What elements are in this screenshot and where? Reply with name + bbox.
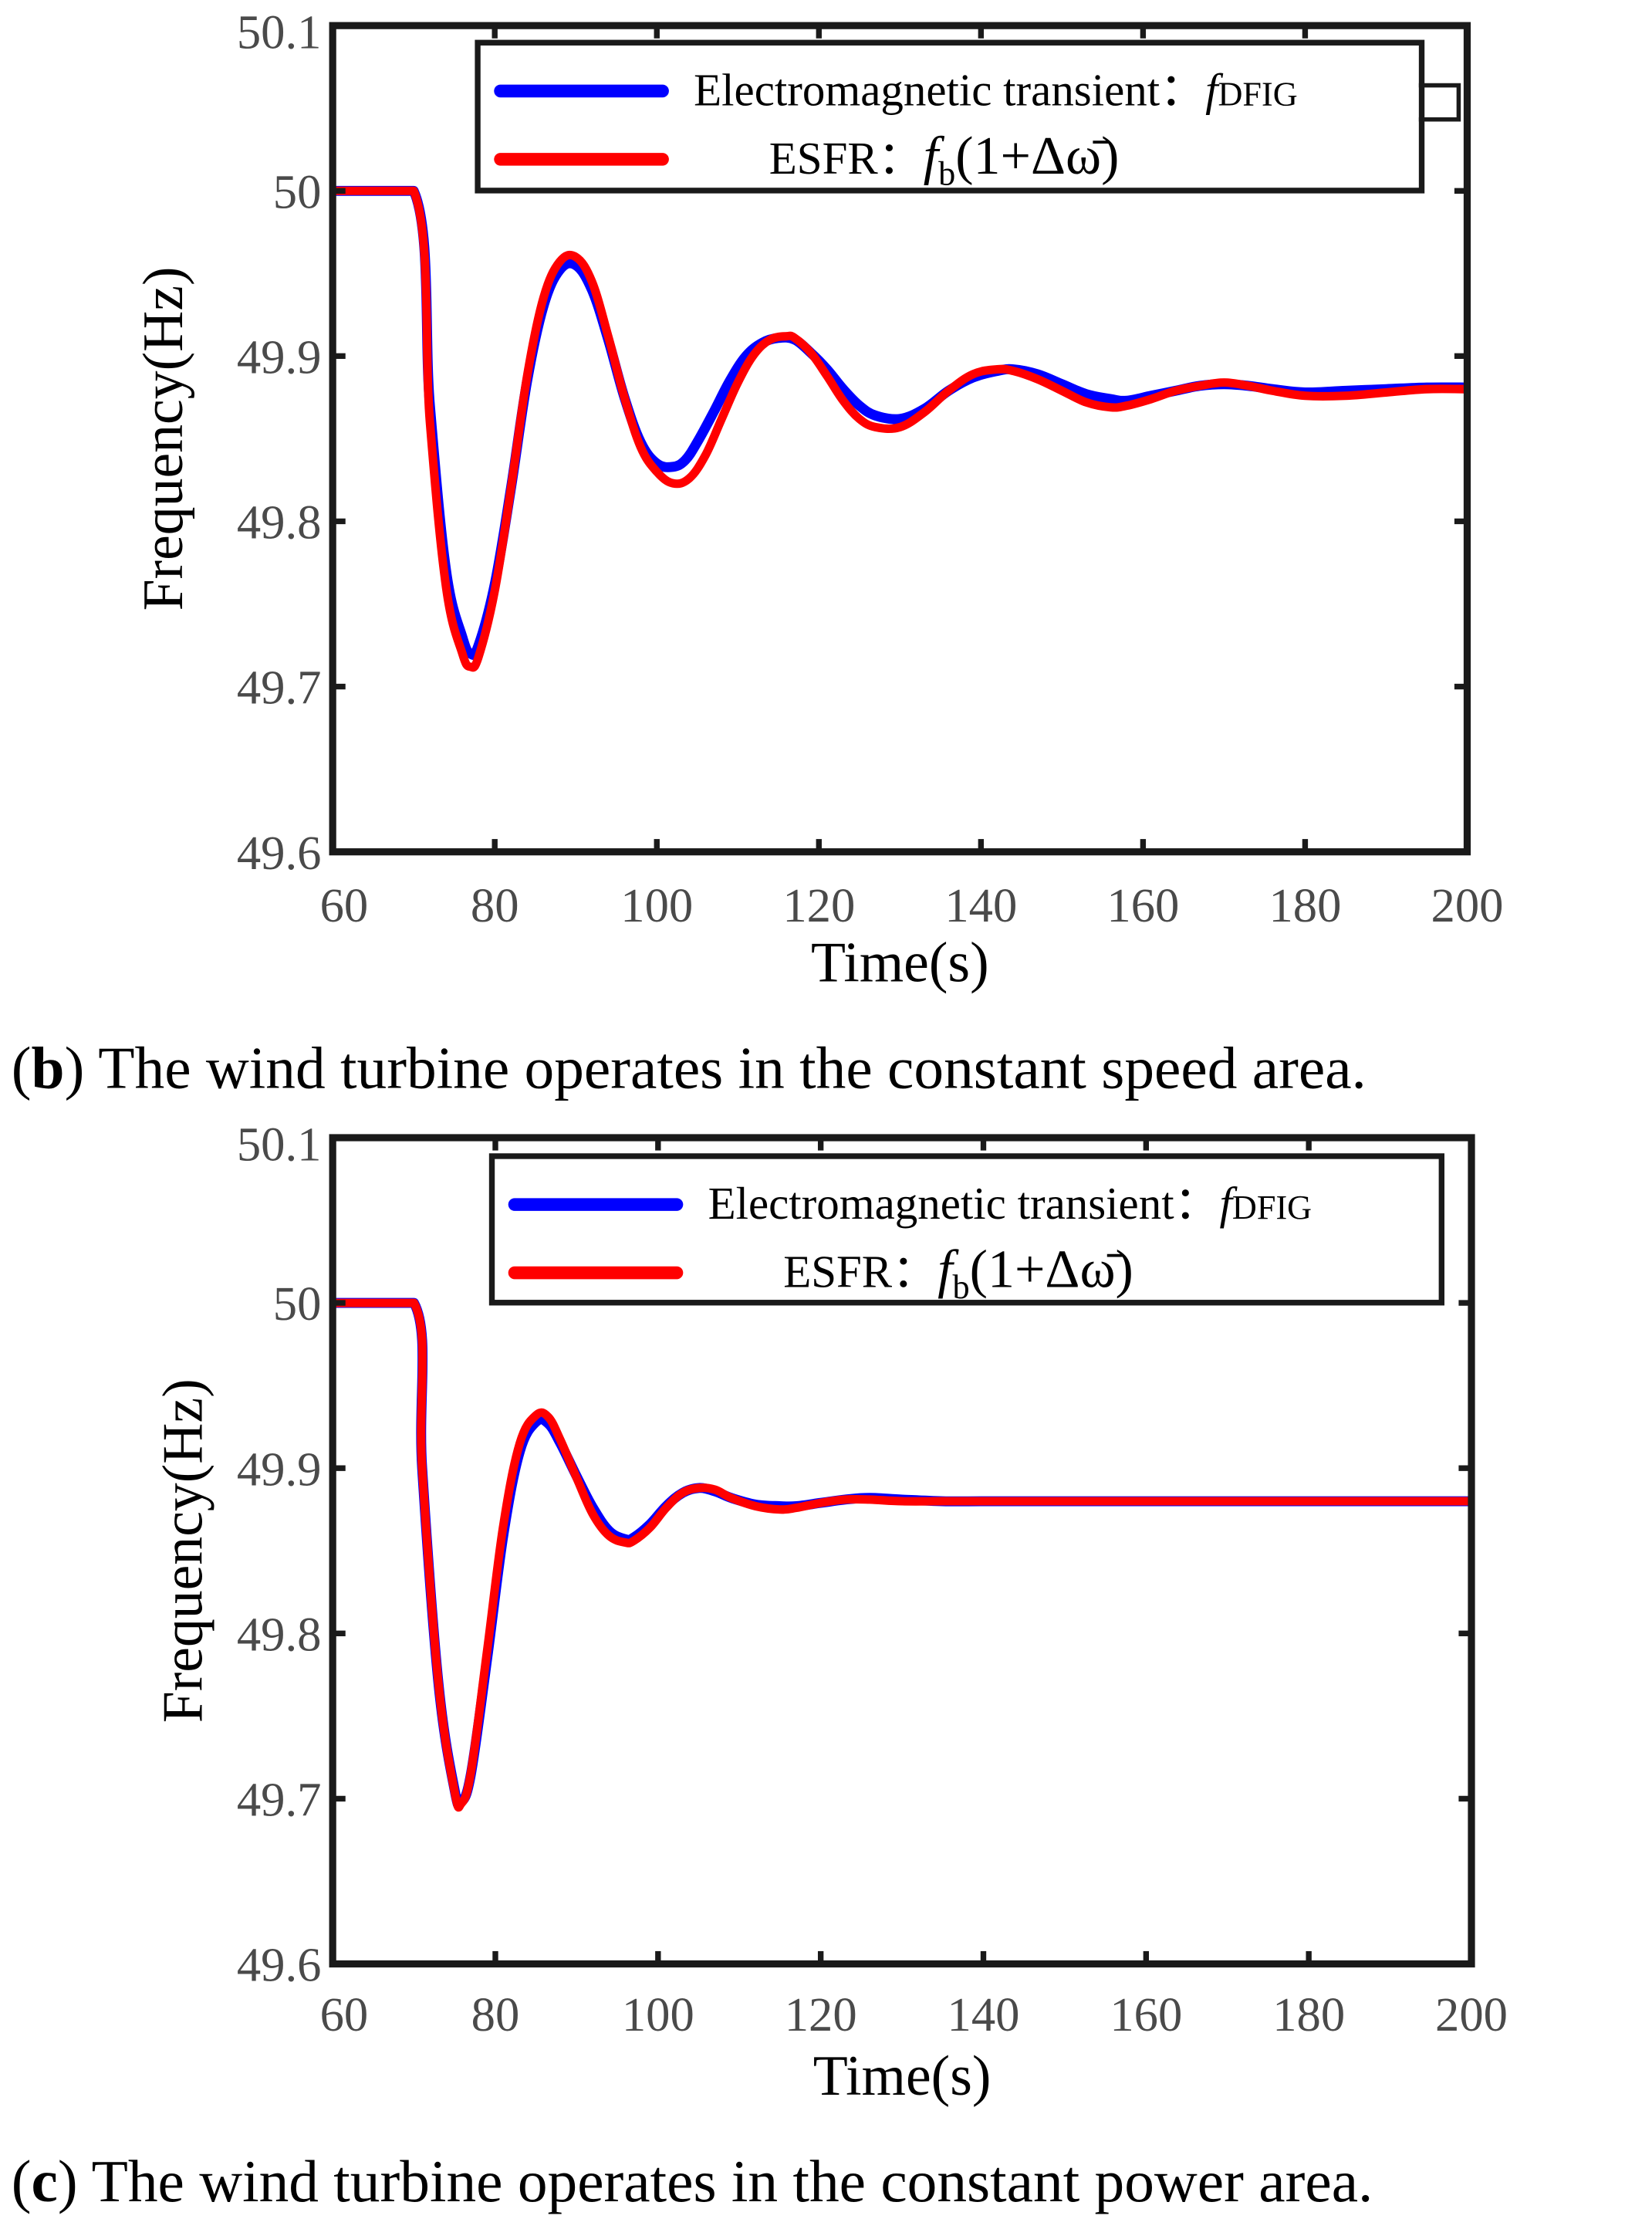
x-tick-label: 160 xyxy=(1110,1987,1182,2041)
legend-label-electromagnetic-transient: Electromagnetic transient：fDFIG xyxy=(708,1178,1312,1229)
y-tick-label: 49.9 xyxy=(237,330,322,384)
figure-caption-c: (c) The wind turbine operates in the con… xyxy=(12,2148,1373,2214)
chart-panel-b: 60 80 100 120 140 160 180 200 49.6 49.7 49.8 49.9 50… xyxy=(12,5,1504,1101)
legend-label-esfr: ESFR：fb(1+Δω̄) xyxy=(783,1240,1133,1306)
x-tick-label: 100 xyxy=(620,878,693,932)
y-axis-title: Frequency(Hz) xyxy=(151,1378,215,1723)
x-tick-label: 120 xyxy=(782,878,855,932)
figure-caption-b: (b) The wind turbine operates in the con… xyxy=(12,1035,1367,1101)
x-tick-label: 160 xyxy=(1106,878,1179,932)
x-tick-label: 60 xyxy=(320,1987,369,2041)
x-tick-label: 180 xyxy=(1269,878,1341,932)
plot-frame xyxy=(329,22,1471,856)
x-tick-label: 200 xyxy=(1435,1987,1508,2041)
chart-panel-c: 60 80 100 120 140 160 180 200 49.6 49.7 49.8 49.9 50… xyxy=(12,1117,1508,2214)
x-axis-title: Time(s) xyxy=(813,2044,992,2107)
y-axis-title: Frequency(Hz) xyxy=(131,266,194,611)
x-tick-label: 120 xyxy=(785,1987,857,2041)
y-tick-label: 49.6 xyxy=(237,826,322,880)
legend-label-electromagnetic-transient: Electromagnetic transient：fDFIG xyxy=(694,64,1298,115)
y-tick-label: 49.7 xyxy=(237,661,322,715)
series-line-esfr xyxy=(333,1298,1472,1812)
x-tick-label: 60 xyxy=(320,878,369,932)
y-tick-label: 49.9 xyxy=(237,1442,322,1496)
x-tick-label: 100 xyxy=(622,1987,694,2041)
x-tick-label: 140 xyxy=(944,878,1017,932)
x-axis-title: Time(s) xyxy=(811,930,989,993)
x-tick-label: 200 xyxy=(1431,878,1504,932)
legend-label-esfr: ESFR：fb(1+Δω̄) xyxy=(769,127,1120,193)
y-tick-label: 50 xyxy=(273,1277,322,1331)
chart-b-content: 60 80 100 120 140 160 180 200 49.6 49.7 49.8 49.9 50… xyxy=(12,5,1504,1101)
y-tick-label: 49.7 xyxy=(237,1773,322,1827)
plot-frame xyxy=(329,1134,1475,1968)
y-tick-label: 49.8 xyxy=(237,1607,322,1661)
y-tick-label: 50 xyxy=(273,164,322,218)
x-tick-label: 140 xyxy=(948,1987,1020,2041)
y-tick-label: 50.1 xyxy=(237,5,322,59)
y-tick-label: 49.6 xyxy=(237,1938,322,1992)
y-tick-label: 50.1 xyxy=(237,1117,322,1171)
legend-overflow-bracket xyxy=(1418,83,1461,122)
x-tick-label: 80 xyxy=(471,878,519,932)
chart-c-content: 60 80 100 120 140 160 180 200 49.6 49.7 49.8 49.9 50… xyxy=(12,1117,1508,2214)
series-line-esfr xyxy=(333,186,1468,672)
legend-box xyxy=(475,39,1425,194)
x-tick-label: 180 xyxy=(1272,1987,1345,2041)
x-tick-label: 80 xyxy=(471,1987,520,2041)
y-tick-label: 49.8 xyxy=(237,496,322,550)
